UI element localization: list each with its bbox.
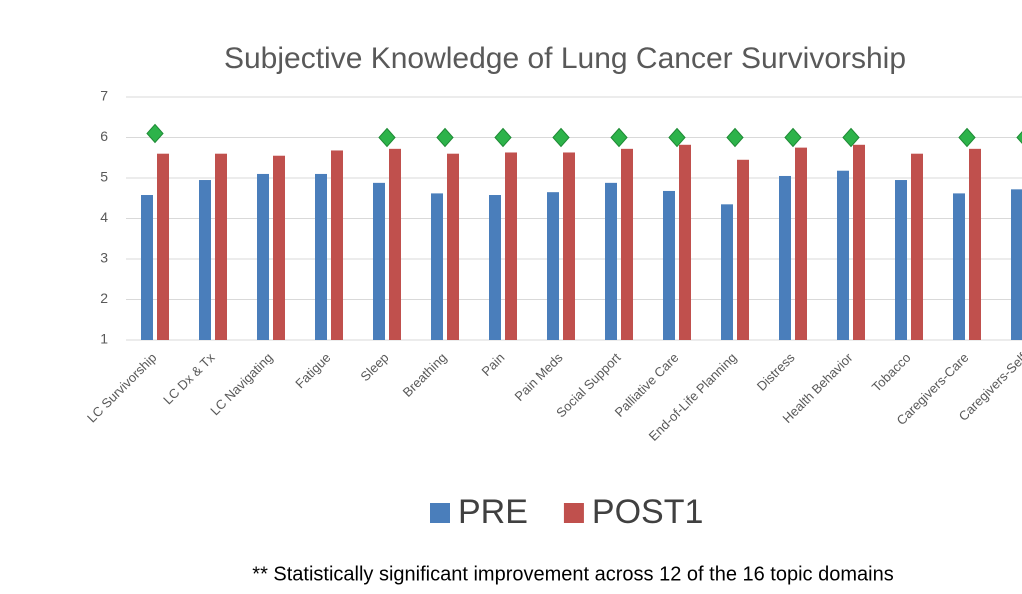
legend-swatch [430, 503, 450, 523]
x-tick-label: Breathing [400, 350, 450, 400]
legend-swatch [563, 503, 584, 523]
y-tick-label: 2 [100, 290, 108, 306]
y-tick-label: 5 [100, 169, 108, 185]
legend-label: PRE [458, 493, 528, 531]
chart-title: Subjective Knowledge of Lung Cancer Surv… [224, 42, 906, 75]
x-tick-label: LC Navigating [207, 350, 275, 418]
bar [969, 148, 981, 340]
bar [157, 153, 169, 340]
bar [911, 153, 923, 340]
y-tick-label: 7 [100, 88, 108, 104]
bar [1011, 189, 1022, 340]
significance-marker [726, 127, 744, 148]
significance-marker [146, 123, 164, 144]
bar [547, 192, 559, 340]
y-tick-label: 6 [100, 128, 108, 144]
bar [373, 182, 385, 340]
significance-marker [958, 127, 976, 148]
bar [215, 153, 227, 340]
significance-marker [842, 127, 860, 148]
significance-marker [552, 127, 570, 148]
bar [605, 182, 617, 340]
bar [315, 173, 327, 340]
bar [505, 152, 517, 340]
bar [853, 144, 865, 340]
bar [663, 190, 675, 340]
bar [737, 159, 749, 340]
significance-marker [784, 127, 802, 148]
bar [779, 175, 791, 340]
x-tick-label: LC Dx & Tx [160, 350, 218, 408]
y-tick-label: 3 [100, 250, 108, 266]
footnote: ** Statistically significant improvement… [252, 563, 893, 585]
bar [273, 155, 285, 340]
y-tick-label: 1 [100, 331, 108, 347]
x-tick-label: Tobacco [869, 350, 914, 395]
bar [837, 170, 849, 340]
bar [331, 150, 343, 340]
x-tick-label: LC Survivorship [84, 350, 159, 425]
x-tick-label: Sleep [357, 350, 391, 384]
significance-marker [610, 127, 628, 148]
bar [721, 204, 733, 340]
significance-marker [494, 127, 512, 148]
bar [563, 152, 575, 340]
significance-marker [378, 127, 396, 148]
bar [895, 180, 907, 340]
bar [141, 195, 153, 340]
bar [447, 153, 459, 340]
bar [953, 193, 965, 340]
x-tick-label: Distress [754, 350, 798, 394]
x-tick-label: Pain [479, 350, 508, 379]
significance-marker [1016, 131, 1022, 144]
significance-marker [436, 127, 454, 148]
bar [389, 148, 401, 340]
bar [679, 144, 691, 340]
bar [795, 147, 807, 340]
x-tick-label: Pain Meds [512, 350, 566, 404]
y-tick-label: 4 [100, 209, 108, 225]
bar [431, 193, 443, 340]
x-tick-label: Fatigue [292, 350, 333, 391]
bar [257, 173, 269, 340]
bar [489, 195, 501, 340]
legend-label: POST1 [592, 493, 703, 531]
bar [199, 180, 211, 340]
bar [621, 148, 633, 340]
significance-marker [668, 127, 686, 148]
